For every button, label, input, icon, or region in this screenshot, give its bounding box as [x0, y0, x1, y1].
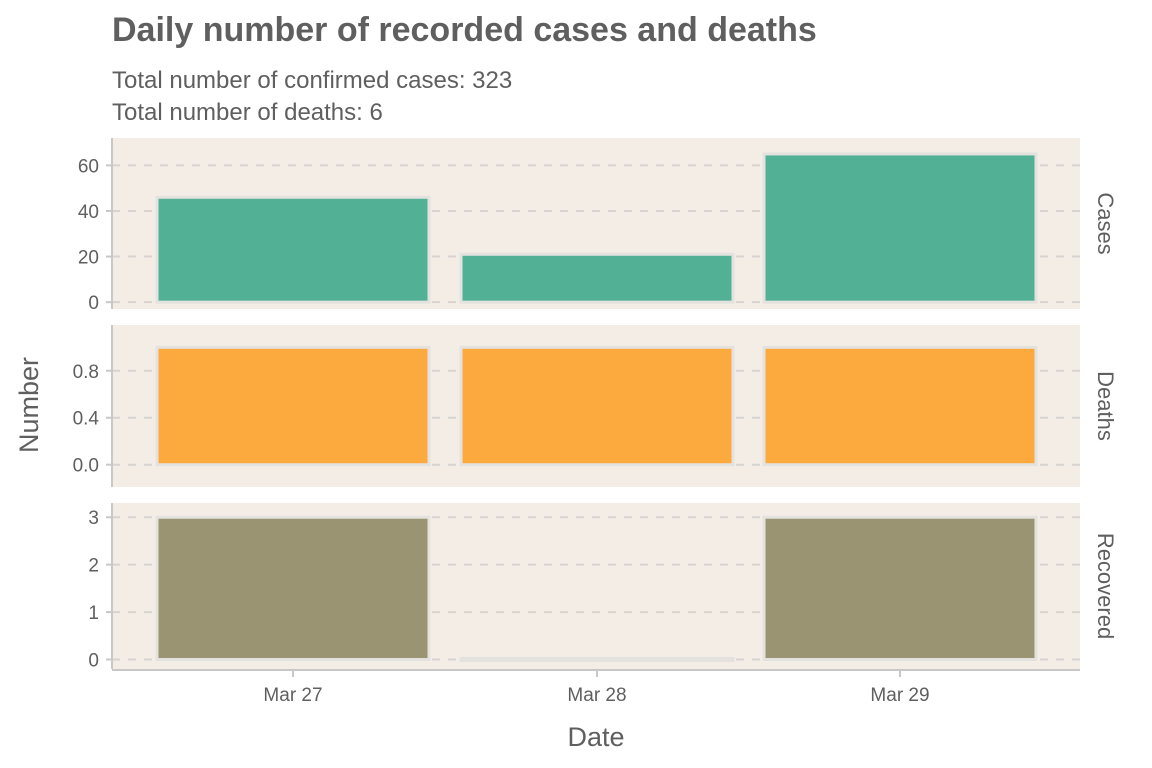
bar-recovered-mar-28	[459, 657, 735, 663]
bar-recovered-mar-27	[155, 515, 431, 662]
chart-subtitle-cases: Total number of confirmed cases: 323	[112, 67, 513, 94]
bar-deaths-mar-28	[459, 345, 735, 467]
x-tick-label: Mar 28	[567, 685, 626, 706]
panels-layer: 0 20 40 60 Cases 0.0 0.4 0.8 Deaths 0 1 2 3 Recovered	[73, 138, 1118, 672]
y-tick-label: 60	[78, 156, 99, 177]
facet-strip-label: Deaths	[1093, 371, 1118, 441]
y-tick-label: 40	[78, 202, 99, 223]
bar-cases-mar-29	[762, 152, 1038, 304]
y-axis-title: Number	[14, 357, 44, 453]
x-axis-title: Date	[567, 722, 624, 752]
y-tick-label: 0.0	[73, 456, 99, 477]
x-tick-label: Mar 29	[870, 685, 929, 706]
chart-title: Daily number of recorded cases and death…	[112, 11, 817, 49]
facet-strip-label: Recovered	[1093, 533, 1118, 639]
y-tick-label: 0.8	[73, 362, 99, 383]
bar-deaths-mar-27	[155, 345, 431, 467]
bar-cases-mar-27	[155, 195, 431, 304]
y-tick-label: 3	[88, 508, 99, 529]
y-tick-label: 0.4	[73, 409, 100, 430]
panel-cases: 0 20 40 60 Cases	[78, 138, 1118, 314]
bar-recovered-mar-29	[762, 515, 1038, 662]
facet-strip-label: Cases	[1093, 192, 1118, 254]
x-axis: Mar 27 Mar 28 Mar 29	[112, 669, 1080, 706]
panel-deaths: 0.0 0.4 0.8 Deaths	[73, 325, 1118, 487]
y-tick-label: 0	[88, 293, 99, 314]
chart-subtitle-deaths: Total number of deaths: 6	[112, 99, 383, 126]
y-tick-label: 1	[88, 603, 99, 624]
bar-deaths-mar-29	[762, 345, 1038, 467]
y-tick-label: 0	[88, 651, 99, 672]
x-tick-label: Mar 27	[263, 685, 322, 706]
y-tick-label: 20	[78, 248, 99, 269]
y-tick-label: 2	[88, 556, 99, 577]
bar-cases-mar-28	[459, 252, 735, 304]
panel-recovered: 0 1 2 3 Recovered	[88, 503, 1118, 672]
